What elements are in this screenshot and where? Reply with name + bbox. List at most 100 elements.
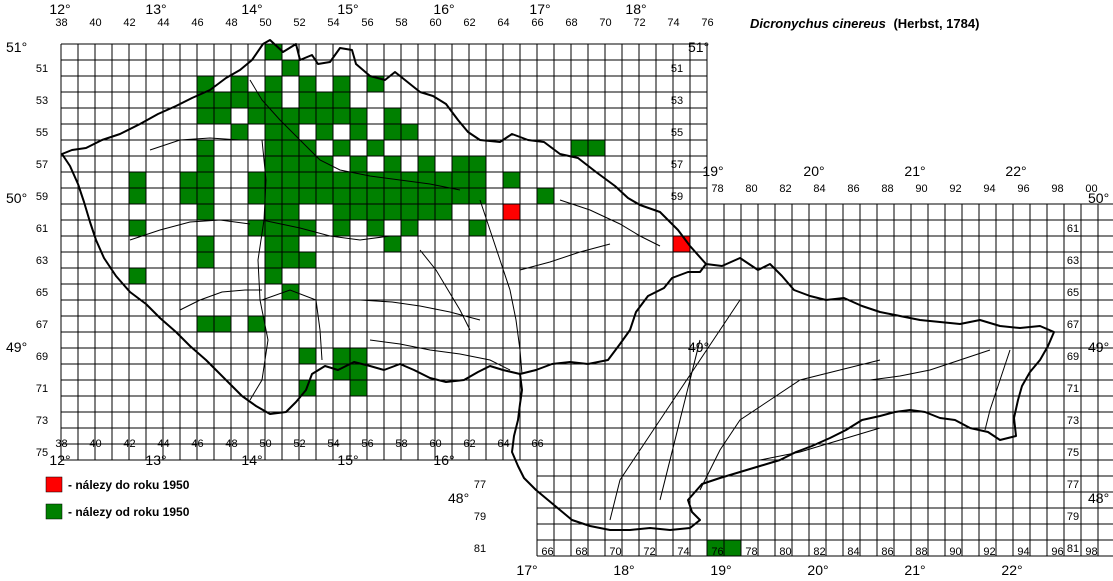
column-label-bottom: 92 xyxy=(983,546,995,558)
column-label-top: 90 xyxy=(915,183,927,195)
column-label-bottom: 82 xyxy=(813,546,825,558)
record-since-1950 xyxy=(282,188,299,204)
river-nitra xyxy=(659,339,701,501)
row-label-left: 67 xyxy=(36,319,48,331)
record-since-1950 xyxy=(180,188,197,204)
record-since-1950 xyxy=(282,60,299,76)
row-label-left: 73 xyxy=(36,415,48,427)
column-label-bottom: 66 xyxy=(541,546,553,558)
species-author: (Herbst, 1784) xyxy=(893,16,979,31)
record-since-1950 xyxy=(401,204,418,220)
record-since-1950 xyxy=(214,108,231,124)
record-since-1950 xyxy=(299,76,316,92)
row-label-right: 61 xyxy=(1067,223,1079,235)
record-since-1950 xyxy=(367,140,384,156)
column-label-bottom: 94 xyxy=(1017,546,1029,558)
record-since-1950 xyxy=(214,92,231,108)
longitude-label-top: 12° xyxy=(49,1,70,17)
row-label-right: 67 xyxy=(1067,319,1079,331)
record-since-1950 xyxy=(282,156,299,172)
record-since-1950 xyxy=(333,204,350,220)
record-since-1950 xyxy=(384,172,401,188)
column-label-top: 46 xyxy=(191,17,203,29)
longitude-label-bottom: 19° xyxy=(710,562,731,578)
column-label-top: 56 xyxy=(361,17,373,29)
record-since-1950 xyxy=(707,540,724,556)
longitude-label-top: 21° xyxy=(904,163,925,179)
column-label-top: 84 xyxy=(813,183,825,195)
river-becva xyxy=(519,243,611,271)
column-label-bottom: 40 xyxy=(89,438,101,450)
river-odra xyxy=(559,199,661,247)
country-outline xyxy=(61,39,1055,531)
grid-labels: 38 38 40 40 42 42 44 44 46 46 48 48 50 50 52 52 54 54 56 56… xyxy=(6,1,1109,578)
record-since-1950 xyxy=(282,236,299,252)
record-since-1950 xyxy=(452,156,469,172)
record-since-1950 xyxy=(197,140,214,156)
longitude-label-bottom: 18° xyxy=(613,562,634,578)
record-since-1950 xyxy=(282,172,299,188)
record-since-1950 xyxy=(299,252,316,268)
record-since-1950 xyxy=(418,204,435,220)
record-since-1950 xyxy=(350,172,367,188)
longitude-label-bottom: 20° xyxy=(807,562,828,578)
column-label-bottom: 76 xyxy=(711,546,723,558)
record-since-1950 xyxy=(384,156,401,172)
record-since-1950 xyxy=(265,236,282,252)
record-since-1950 xyxy=(537,188,554,204)
river-elbe xyxy=(249,79,461,191)
record-since-1950 xyxy=(197,188,214,204)
column-label-top: 80 xyxy=(745,183,757,195)
latitude-label-left: 49° xyxy=(6,339,27,355)
record-since-1950 xyxy=(197,316,214,332)
column-label-bottom: 96 xyxy=(1051,546,1063,558)
row-label-right: 77 xyxy=(1067,479,1079,491)
river-ohre xyxy=(149,137,262,151)
river-sazava xyxy=(261,219,391,241)
longitude-label-bottom: 22° xyxy=(1001,562,1022,578)
column-label-bottom: 52 xyxy=(293,438,305,450)
record-since-1950 xyxy=(282,124,299,140)
record-since-1950 xyxy=(265,268,282,284)
record-since-1950 xyxy=(367,188,384,204)
record-since-1950 xyxy=(452,188,469,204)
row-label-right: 55 xyxy=(671,127,683,139)
record-since-1950 xyxy=(350,348,367,364)
column-label-bottom: 56 xyxy=(361,438,373,450)
river-hornad xyxy=(869,349,991,381)
column-label-top: 66 xyxy=(531,17,543,29)
longitude-label-bottom: 15° xyxy=(337,452,358,468)
column-label-top: 44 xyxy=(157,17,169,29)
column-label-bottom: 78 xyxy=(745,546,757,558)
record-since-1950 xyxy=(367,76,384,92)
record-since-1950 xyxy=(571,140,588,156)
column-label-top: 76 xyxy=(701,17,713,29)
row-label-right: 63 xyxy=(1067,255,1079,267)
record-since-1950 xyxy=(282,220,299,236)
record-since-1950 xyxy=(265,252,282,268)
longitude-label-bottom: 21° xyxy=(904,562,925,578)
column-label-bottom: 46 xyxy=(191,438,203,450)
record-since-1950 xyxy=(350,188,367,204)
column-label-top: 72 xyxy=(633,17,645,29)
record-since-1950 xyxy=(333,92,350,108)
record-since-1950 xyxy=(333,140,350,156)
record-since-1950 xyxy=(316,188,333,204)
column-label-top: 50 xyxy=(259,17,271,29)
row-label-left: 69 xyxy=(36,351,48,363)
column-label-top: 70 xyxy=(599,17,611,29)
record-since-1950 xyxy=(350,124,367,140)
record-since-1950 xyxy=(282,140,299,156)
column-label-top: 48 xyxy=(225,17,237,29)
record-since-1950 xyxy=(384,236,401,252)
row-label-right: 73 xyxy=(1067,415,1079,427)
longitude-label-top: 22° xyxy=(1005,163,1026,179)
column-label-top: 40 xyxy=(89,17,101,29)
record-since-1950 xyxy=(197,76,214,92)
record-since-1950 xyxy=(248,316,265,332)
column-label-bottom: 88 xyxy=(915,546,927,558)
legend: - nálezy do roku 1950 - nálezy od roku 1… xyxy=(45,476,190,520)
column-label-bottom: 74 xyxy=(677,546,689,558)
record-since-1950 xyxy=(333,76,350,92)
record-since-1950 xyxy=(282,252,299,268)
